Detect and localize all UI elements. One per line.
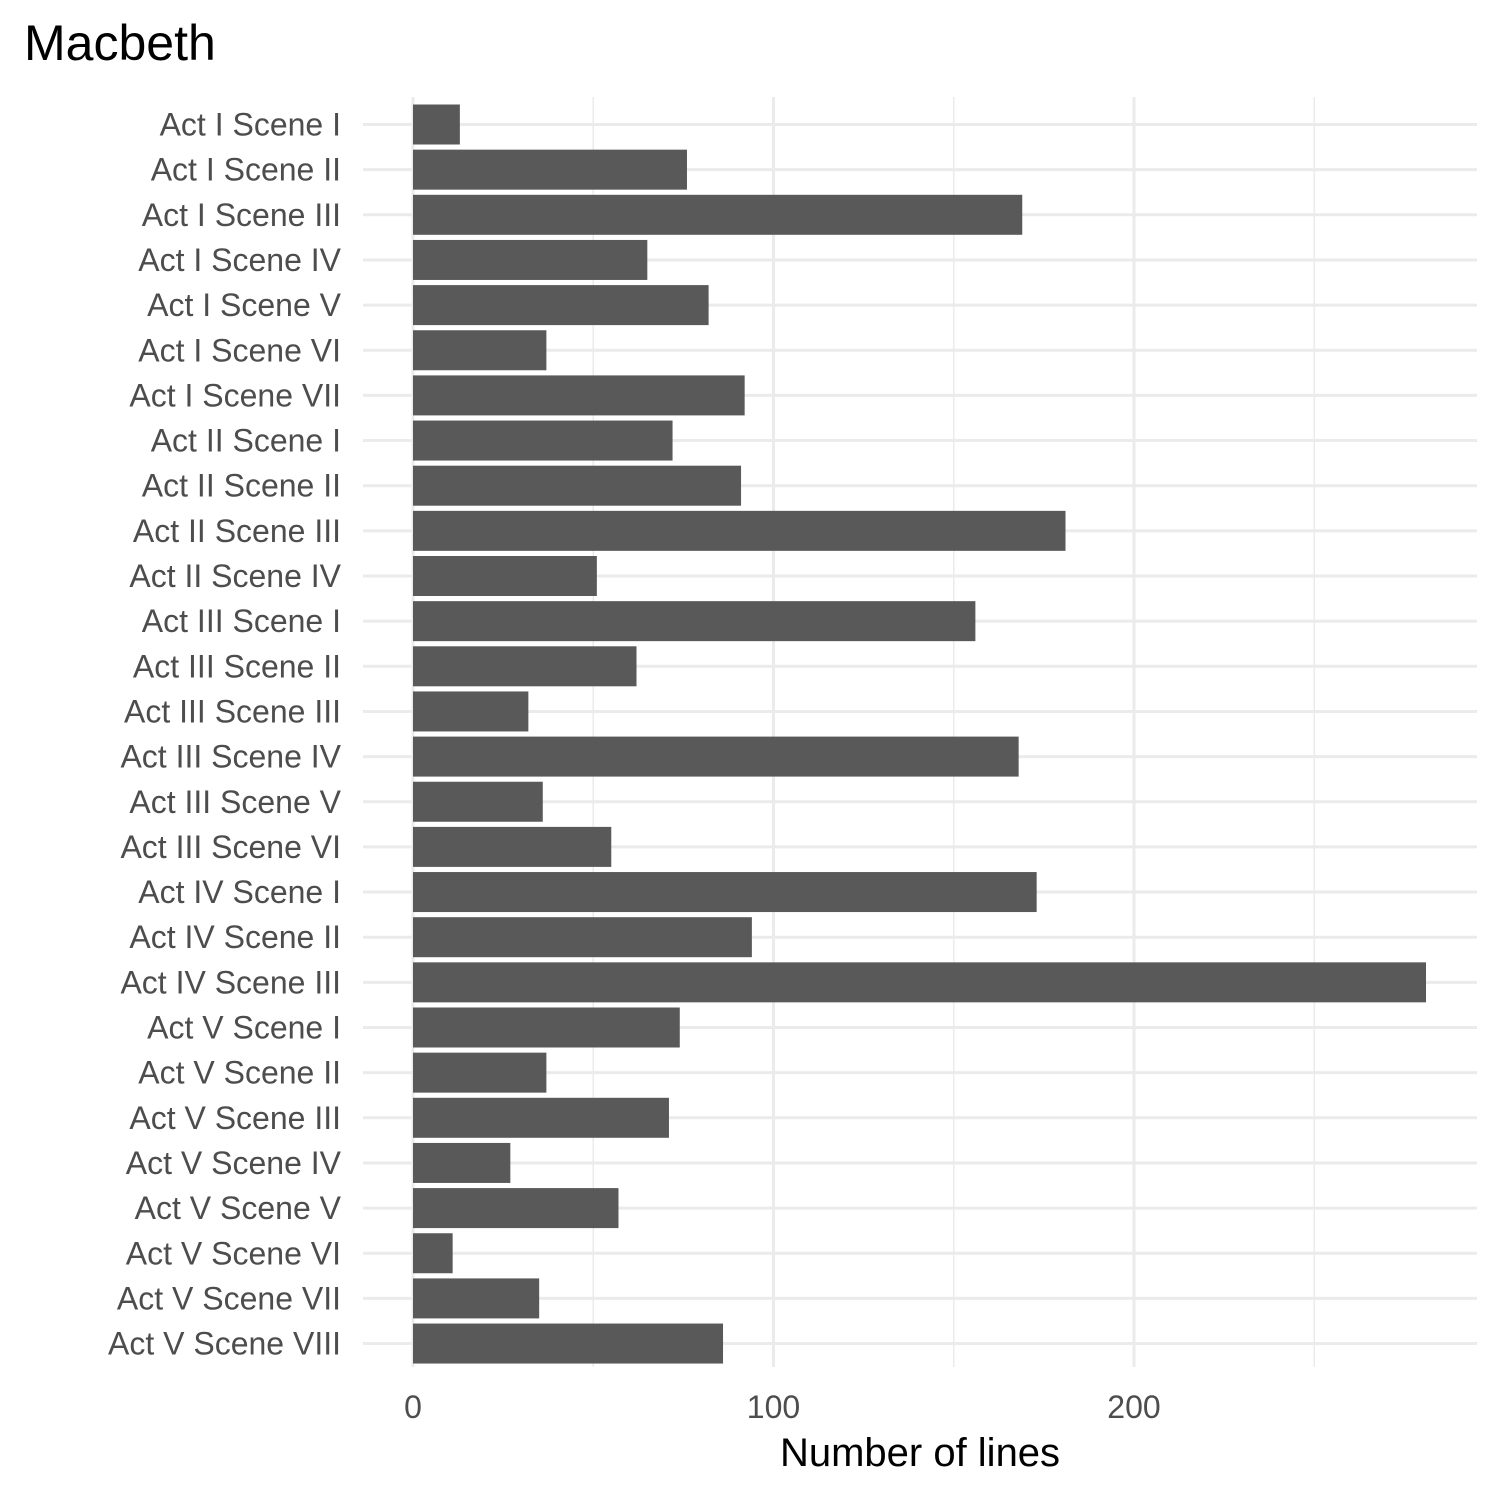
bar	[413, 736, 1019, 777]
y-tick-label: Act III Scene I	[142, 603, 341, 639]
bar	[413, 1233, 453, 1274]
x-axis-title: Number of lines	[780, 1431, 1060, 1475]
y-tick-label: Act I Scene III	[142, 197, 341, 233]
bar	[413, 149, 687, 190]
y-tick-label: Act I Scene VII	[129, 377, 341, 413]
y-tick-label: Act II Scene I	[151, 423, 341, 459]
y-tick-label: Act I Scene VI	[138, 332, 341, 368]
bar	[413, 1142, 511, 1183]
bar-layer	[413, 104, 1427, 1364]
y-tick-label: Act I Scene I	[160, 107, 341, 143]
bar	[413, 872, 1037, 913]
y-tick-label: Act I Scene IV	[138, 242, 341, 278]
bar	[413, 239, 648, 280]
y-tick-label: Act IV Scene I	[138, 874, 341, 910]
y-tick-label: Act II Scene IV	[129, 558, 341, 594]
bar	[413, 1052, 547, 1093]
x-tick-labels: 0 100 200	[404, 1389, 1161, 1425]
y-tick-label: Act V Scene VIII	[108, 1326, 341, 1362]
bar	[413, 510, 1066, 551]
bar	[413, 1323, 724, 1364]
y-tick-label: Act II Scene III	[133, 513, 341, 549]
y-tick-label: Act I Scene II	[151, 152, 341, 188]
bar	[413, 375, 745, 416]
bar	[413, 104, 460, 145]
y-tick-label: Act V Scene II	[138, 1055, 341, 1091]
bar	[413, 962, 1427, 1003]
bar	[413, 1097, 669, 1138]
y-tick-label: Act III Scene IV	[120, 739, 341, 775]
y-tick-label: Act III Scene III	[124, 693, 341, 729]
y-tick-label: Act III Scene VI	[120, 829, 341, 865]
x-tick-label: 0	[404, 1389, 422, 1425]
y-tick-label: Act I Scene V	[147, 287, 342, 323]
bar	[413, 1007, 680, 1048]
bar	[413, 601, 976, 642]
bar	[413, 420, 673, 461]
bar	[413, 646, 637, 687]
bar	[413, 465, 742, 506]
x-tick-label: 100	[747, 1389, 800, 1425]
bar	[413, 917, 752, 958]
category-labels: Act I Scene I Act I Scene II Act I Scene I…	[108, 107, 342, 1362]
y-tick-label: Act IV Scene II	[129, 919, 341, 955]
bar	[413, 1188, 619, 1229]
y-tick-label: Act V Scene VII	[117, 1280, 341, 1316]
bar	[413, 691, 529, 732]
bar	[413, 781, 543, 822]
y-tick-label: Act V Scene IV	[126, 1145, 342, 1181]
y-tick-label: Act V Scene VI	[126, 1235, 341, 1271]
bar	[413, 194, 1023, 235]
y-tick-label: Act III Scene II	[133, 648, 341, 684]
y-tick-label: Act V Scene I	[147, 1010, 341, 1046]
y-tick-label: Act V Scene V	[135, 1190, 342, 1226]
y-tick-label: Act III Scene V	[129, 784, 341, 820]
chart-title: Macbeth	[24, 15, 216, 71]
x-tick-label: 200	[1107, 1389, 1160, 1425]
y-tick-label: Act II Scene II	[142, 468, 341, 504]
bar	[413, 826, 612, 867]
bar	[413, 556, 597, 596]
bar	[413, 1278, 540, 1319]
y-tick-label: Act IV Scene III	[120, 964, 341, 1000]
bar	[413, 285, 709, 326]
bar	[413, 330, 547, 371]
y-tick-label: Act V Scene III	[129, 1100, 341, 1136]
